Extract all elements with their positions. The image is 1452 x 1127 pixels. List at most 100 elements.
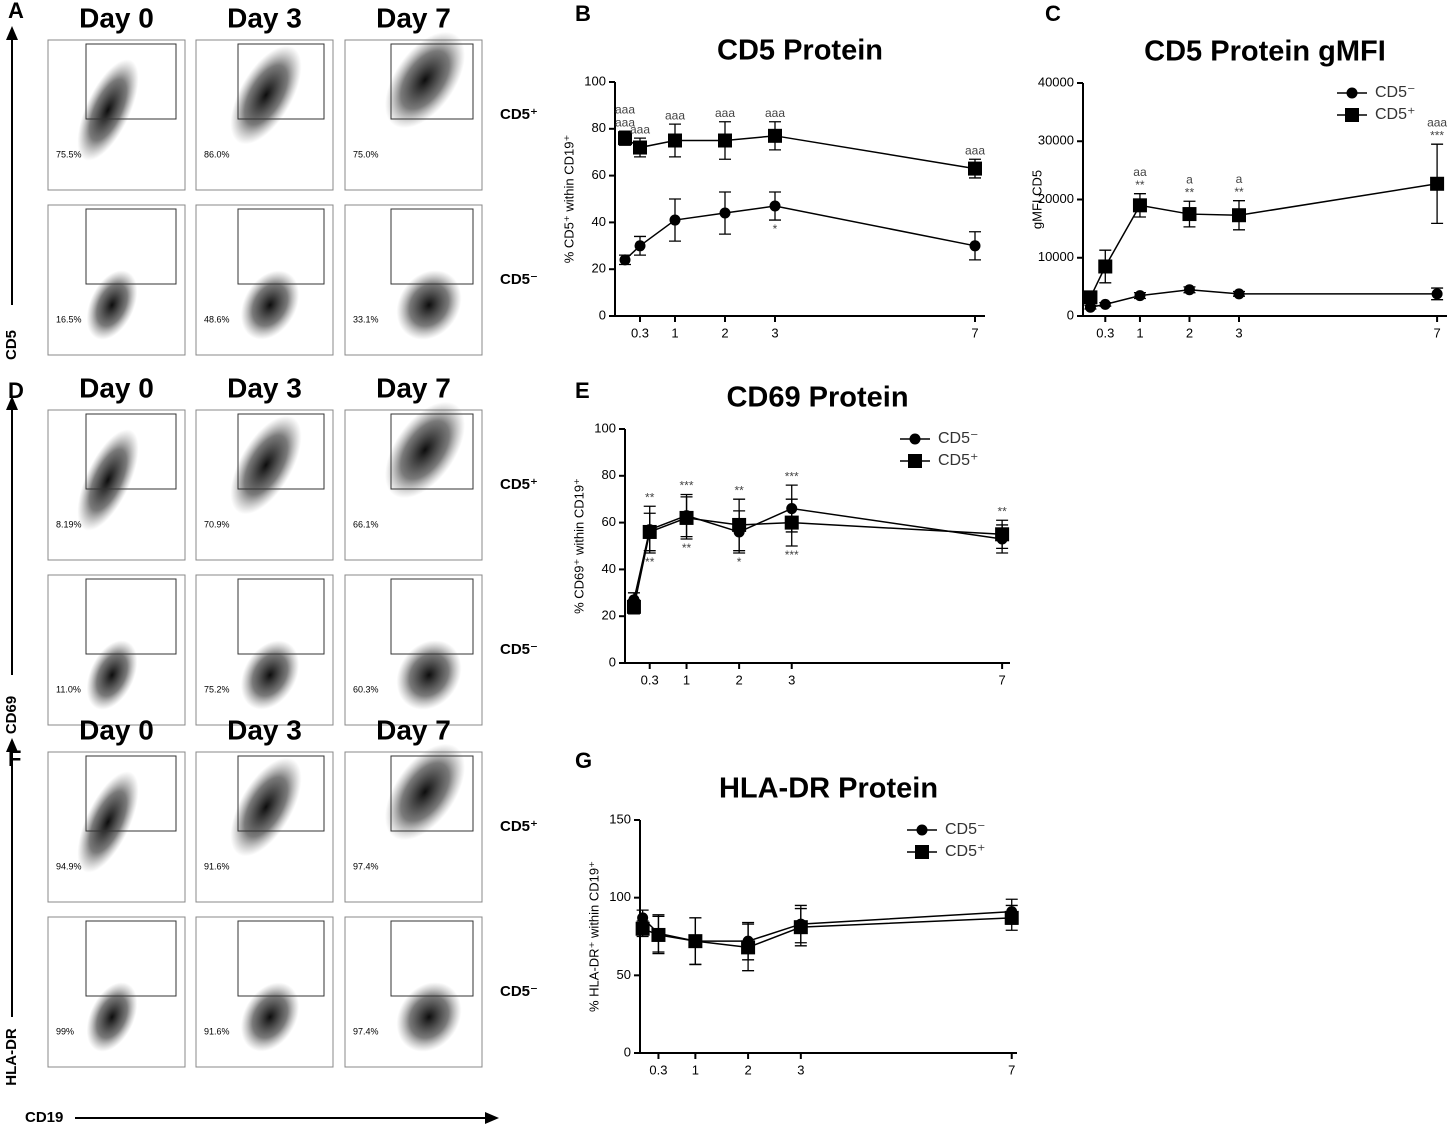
panel-letter: G bbox=[575, 748, 592, 773]
y-tick-label: 100 bbox=[594, 420, 616, 435]
y-tick-label: 60 bbox=[592, 167, 606, 182]
cell-cloud bbox=[396, 982, 462, 1052]
marker bbox=[793, 920, 808, 935]
dot-plot: 33.1% bbox=[344, 204, 483, 356]
cell-cloud bbox=[240, 640, 300, 710]
cell-cloud bbox=[385, 743, 465, 841]
x-tick-label: 0.3 bbox=[1096, 325, 1114, 340]
y-tick-label: 50 bbox=[617, 967, 631, 982]
y-tick-label: 20000 bbox=[1038, 191, 1074, 206]
day-title: Day 0 bbox=[79, 2, 154, 33]
dot-plot: 99% bbox=[47, 916, 186, 1068]
gate-percentage: 94.9% bbox=[56, 861, 82, 871]
marker bbox=[1084, 301, 1096, 313]
y-axis-label: HLA-DR bbox=[3, 1028, 20, 1086]
significance-label: *** bbox=[785, 548, 799, 562]
legend-label: CD5⁻ bbox=[945, 821, 985, 838]
legend-label: CD5⁻ bbox=[1375, 84, 1415, 101]
marker bbox=[1132, 198, 1147, 213]
marker bbox=[1083, 290, 1098, 305]
panel-letter: B bbox=[575, 1, 591, 26]
y-tick-label: 40000 bbox=[1038, 74, 1074, 89]
marker bbox=[1099, 298, 1111, 310]
cell-cloud bbox=[385, 401, 465, 499]
dot-plot: 75.2% bbox=[195, 574, 334, 726]
dot-plot: 66.1% bbox=[344, 401, 483, 561]
y-tick-label: 20 bbox=[592, 261, 606, 276]
y-tick-label: 80 bbox=[602, 467, 616, 482]
marker bbox=[768, 128, 782, 143]
significance-label: * bbox=[773, 222, 778, 236]
gate-percentage: 97.4% bbox=[353, 1026, 379, 1036]
gate bbox=[237, 43, 325, 120]
marker bbox=[1182, 207, 1197, 222]
marker bbox=[915, 845, 929, 859]
marker bbox=[642, 524, 657, 539]
significance-label: a bbox=[1236, 172, 1243, 186]
significance-label: aaa bbox=[765, 106, 785, 120]
gate bbox=[390, 43, 474, 120]
series-line bbox=[624, 205, 976, 261]
legend-label: CD5⁺ bbox=[945, 843, 985, 860]
y-tick-label: 100 bbox=[609, 889, 631, 904]
x-tick-label: 3 bbox=[1235, 325, 1242, 340]
row-label: CD5⁻ bbox=[500, 271, 538, 288]
marker bbox=[1431, 288, 1443, 300]
x-tick-label: 0.3 bbox=[631, 325, 649, 340]
marker bbox=[1134, 290, 1146, 302]
dot-plot: 70.9% bbox=[195, 409, 334, 561]
gate-percentage: 70.9% bbox=[204, 519, 230, 529]
significance-label: *** bbox=[1430, 128, 1444, 142]
cell-cloud bbox=[86, 270, 138, 340]
marker bbox=[688, 934, 703, 949]
x-tick-label: 7 bbox=[1008, 1062, 1015, 1077]
significance-label: ** bbox=[1185, 185, 1195, 199]
marker bbox=[626, 599, 641, 614]
cell-cloud bbox=[240, 270, 300, 340]
dot-plot: 86.0% bbox=[195, 39, 334, 191]
dot-plot: 75.5% bbox=[47, 39, 186, 191]
marker bbox=[633, 140, 647, 155]
gate bbox=[85, 578, 177, 655]
gate bbox=[390, 755, 474, 832]
cell-cloud bbox=[396, 270, 462, 340]
significance-label: aaa bbox=[665, 108, 685, 122]
marker bbox=[909, 433, 921, 445]
x-tick-label: 7 bbox=[1433, 325, 1440, 340]
y-tick-label: 0 bbox=[1067, 307, 1074, 322]
series-line bbox=[633, 517, 1003, 607]
day-title: Day 7 bbox=[376, 372, 451, 403]
cell-cloud bbox=[385, 31, 465, 129]
dot-plot: 94.9% bbox=[47, 751, 186, 903]
marker bbox=[969, 240, 981, 252]
dot-plot: 97.4% bbox=[344, 743, 483, 903]
marker bbox=[1098, 259, 1113, 274]
y-tick-label: 100 bbox=[584, 73, 606, 88]
marker bbox=[741, 940, 756, 955]
marker bbox=[719, 207, 731, 219]
row-label: CD5⁺ bbox=[500, 106, 538, 123]
dot-plot: 8.19% bbox=[47, 409, 186, 561]
gate bbox=[85, 755, 177, 832]
gate-percentage: 33.1% bbox=[353, 314, 379, 324]
dot-plot: 60.3% bbox=[344, 574, 483, 726]
gate-percentage: 75.5% bbox=[56, 149, 82, 159]
gate bbox=[237, 208, 325, 285]
arrow-head bbox=[6, 396, 18, 410]
day-title: Day 0 bbox=[79, 372, 154, 403]
marker bbox=[619, 254, 631, 266]
dot-plot: 91.6% bbox=[195, 751, 334, 903]
significance-label: ** bbox=[645, 490, 655, 504]
day-title: Day 3 bbox=[227, 372, 302, 403]
gate-percentage: 91.6% bbox=[204, 1026, 230, 1036]
x-tick-label: 2 bbox=[1186, 325, 1193, 340]
gate-percentage: 97.4% bbox=[353, 861, 379, 871]
legend-label: CD5⁺ bbox=[938, 452, 978, 469]
row-label: CD5⁺ bbox=[500, 818, 538, 835]
gate-percentage: 91.6% bbox=[204, 861, 230, 871]
gate bbox=[85, 413, 177, 490]
x-tick-label: 1 bbox=[671, 325, 678, 340]
x-tick-label: 1 bbox=[683, 672, 690, 687]
y-tick-label: 0 bbox=[624, 1044, 631, 1059]
marker bbox=[679, 510, 694, 525]
